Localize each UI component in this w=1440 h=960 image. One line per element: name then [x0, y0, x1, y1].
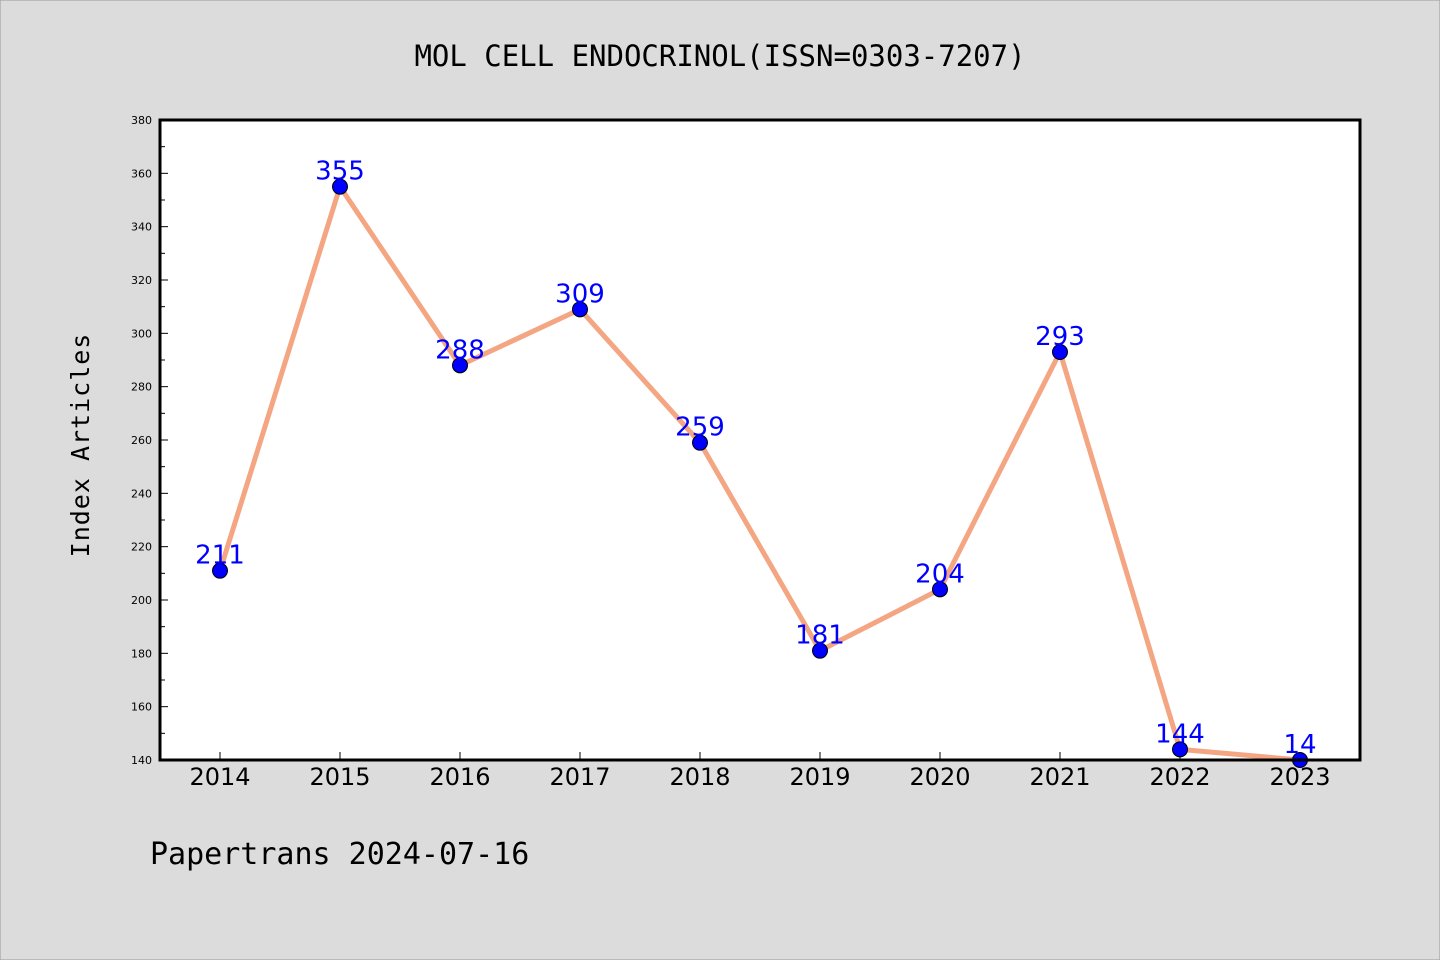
data-label: 211	[195, 541, 245, 571]
y-tick-label: 340	[131, 221, 152, 234]
data-label: 144	[1155, 719, 1205, 749]
data-label: 293	[1035, 322, 1085, 352]
y-tick-label: 380	[131, 114, 152, 127]
data-point	[1052, 344, 1068, 360]
y-tick-label: 300	[131, 327, 152, 340]
y-tick-label: 160	[131, 701, 152, 714]
data-point	[692, 434, 708, 451]
y-axis: 140 160 180 200 220 240 260 280 300 320 340 360 380	[131, 114, 168, 767]
data-label: 259	[675, 413, 725, 443]
data-point	[212, 562, 228, 579]
data-label: 309	[555, 279, 605, 309]
x-tick-label: 2017	[549, 763, 610, 791]
data-label: 355	[315, 157, 365, 187]
plot-area	[160, 120, 1360, 760]
y-tick-label: 220	[131, 541, 152, 554]
x-tick-label: 2018	[669, 763, 730, 791]
y-tick-label: 240	[131, 487, 152, 500]
x-tick-label: 2014	[189, 763, 250, 791]
y-tick-label: 260	[131, 434, 152, 447]
chart-title: MOL CELL ENDOCRINOL(ISSN=0303-7207)	[414, 39, 1025, 73]
data-point	[1172, 741, 1188, 758]
y-tick-label: 140	[131, 754, 152, 767]
y-tick-label: 320	[131, 274, 152, 287]
x-tick-label: 2021	[1029, 763, 1090, 791]
data-point	[332, 178, 348, 195]
x-tick-label: 2015	[309, 763, 370, 791]
data-point	[572, 301, 588, 318]
y-tick-label: 200	[131, 594, 152, 607]
plot-frame	[158, 118, 1362, 762]
x-axis: 2014 2015 2016 2017 2018 2019 2020 2021 2022 2023	[189, 752, 1331, 791]
data-label: 288	[435, 335, 485, 365]
y-tick-label: 360	[131, 167, 152, 180]
data-label: 204	[915, 559, 965, 589]
y-tick-label: 280	[131, 381, 152, 394]
data-point	[932, 581, 948, 598]
x-tick-label: 2019	[789, 763, 850, 791]
footer-text: Papertrans 2024-07-16	[150, 837, 529, 872]
data-point	[452, 357, 468, 374]
y-axis-label: Index Articles	[66, 333, 95, 558]
data-point	[812, 642, 828, 659]
x-tick-label: 2022	[1149, 763, 1210, 791]
data-label: 181	[795, 621, 845, 651]
x-tick-label: 2020	[909, 763, 970, 791]
series-layer: 211 355 288 309 259 181 204 293 144 14	[195, 157, 1317, 768]
data-label: 14	[1283, 730, 1316, 760]
y-tick-label: 180	[131, 647, 152, 660]
series-line	[217, 184, 1301, 763]
x-tick-label: 2016	[429, 763, 490, 791]
